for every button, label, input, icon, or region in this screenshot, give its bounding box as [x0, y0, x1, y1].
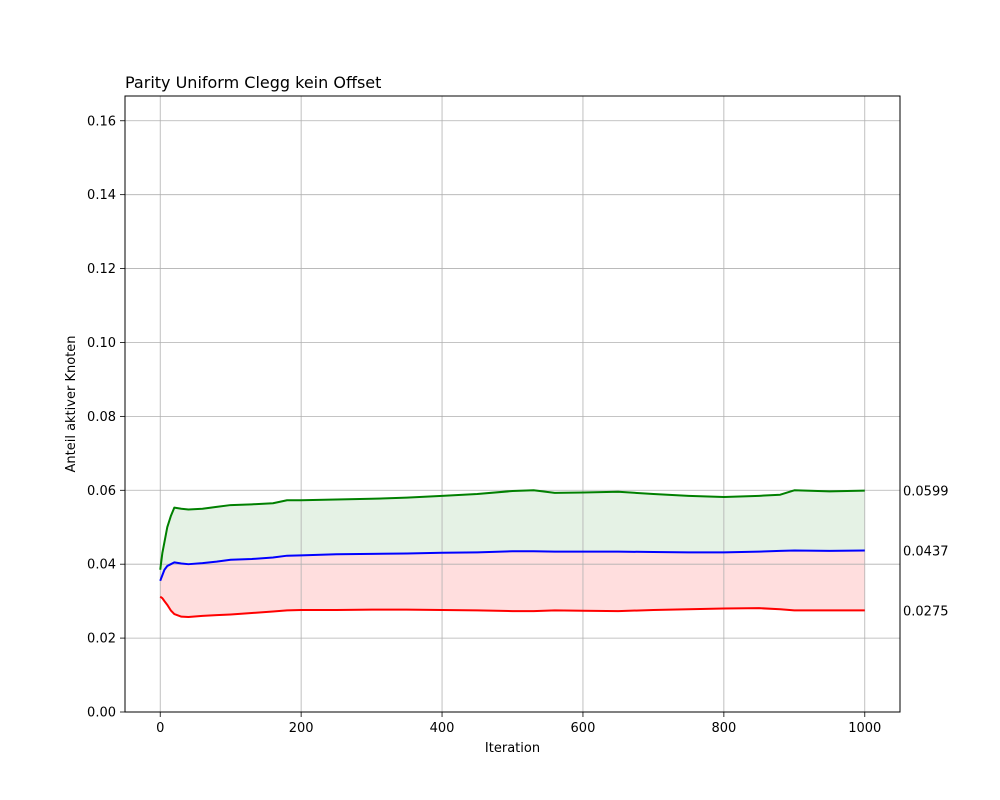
grid-layer [125, 96, 900, 713]
lower-series-line [159, 595, 865, 619]
y-axis-label: Anteil aktiver Knoten [64, 335, 79, 472]
upper-band-fill [160, 490, 865, 581]
y-tick-label: 0.04 [87, 558, 116, 573]
y-tick-label: 0.08 [87, 410, 116, 425]
lower-band-fill [160, 550, 865, 618]
x-tick-label: 800 [711, 721, 736, 736]
end-value-label: 0.0275 [903, 604, 949, 619]
y-tick-label: 0.16 [87, 114, 116, 129]
y-tick-label: 0.14 [87, 188, 116, 203]
x-tick-label: 1000 [848, 721, 881, 736]
upper-series-line [159, 489, 865, 570]
x-ticks: 0 200 400 600 800 1000 [156, 712, 881, 736]
end-labels: 0.0599 0.0437 0.0275 [903, 485, 949, 620]
y-tick-label: 0.02 [87, 632, 116, 647]
middle-series-line [159, 549, 865, 582]
x-tick-label: 600 [571, 721, 596, 736]
lines-layer [159, 489, 865, 619]
chart-title: Parity Uniform Clegg kein Offset [125, 73, 381, 92]
x-axis-label: Iteration [485, 741, 540, 756]
y-tick-label: 0.12 [87, 262, 116, 277]
y-ticks: 0.00 0.02 0.04 0.06 0.08 0.10 0.12 0.14 0.16 [87, 114, 125, 721]
end-value-label: 0.0437 [903, 545, 949, 560]
y-tick-label: 0.10 [87, 336, 116, 351]
x-tick-label: 200 [289, 721, 314, 736]
end-value-label: 0.0599 [903, 485, 949, 500]
x-tick-label: 0 [156, 721, 164, 736]
y-tick-label: 0.00 [87, 706, 116, 721]
x-tick-label: 400 [430, 721, 455, 736]
bands-layer [160, 490, 865, 618]
plot-frame [124, 95, 901, 713]
y-tick-label: 0.06 [87, 484, 116, 499]
